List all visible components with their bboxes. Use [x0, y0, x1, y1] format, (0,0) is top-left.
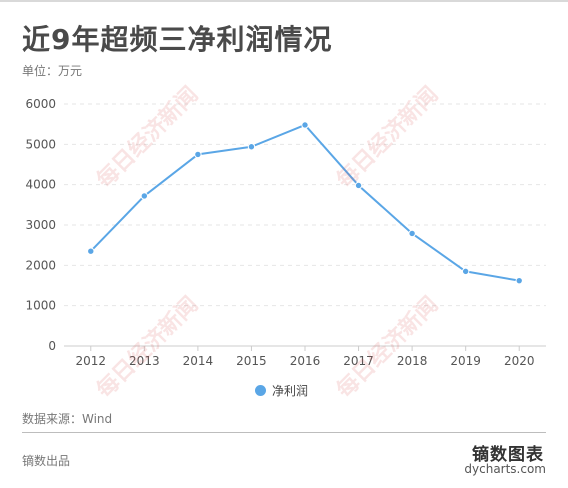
y-tick-label: 6000	[25, 97, 56, 111]
legend-marker	[255, 385, 266, 396]
x-tick-label: 2013	[129, 354, 160, 368]
chart-title: 近9年超频三净利润情况	[22, 23, 333, 56]
x-tick-label: 2014	[183, 354, 214, 368]
data-point	[247, 143, 256, 151]
data-point	[194, 150, 202, 159]
x-tick-label: 2017	[343, 354, 374, 368]
credit-label: 镝数出品	[22, 454, 71, 468]
data-point	[408, 229, 416, 238]
x-tick-label: 2016	[290, 354, 321, 368]
x-tick-label: 2012	[76, 354, 107, 368]
brand-url: dycharts.com	[464, 462, 546, 476]
y-tick-label: 3000	[25, 218, 56, 232]
brand-logo-text: 镝数图表	[472, 445, 544, 465]
data-point	[87, 247, 95, 255]
series-line	[90, 123, 520, 282]
y-tick-label: 4000	[25, 178, 56, 192]
y-tick-label: 5000	[25, 137, 56, 151]
x-tick-label: 2019	[450, 354, 481, 368]
x-tick-label: 2020	[504, 354, 535, 368]
data-point	[301, 121, 309, 129]
x-tick-label: 2015	[236, 354, 267, 368]
line-chart: 0 1000 2000 3000 4000 5000 6000 2012 2013 2014 201…	[25, 97, 546, 368]
data-point	[354, 181, 363, 190]
y-tick-label: 2000	[25, 258, 56, 272]
legend[interactable]: 净利润	[255, 382, 308, 399]
top-rule	[0, 0, 568, 2]
data-point	[140, 192, 149, 200]
source-label: 数据来源：Wind	[22, 412, 113, 426]
legend-label: 净利润	[272, 384, 309, 398]
data-point	[461, 267, 470, 276]
unit-label: 单位：万元	[22, 64, 83, 78]
x-tick-label: 2018	[397, 354, 428, 368]
y-tick-label: 0	[48, 339, 56, 353]
footer-divider	[22, 432, 546, 433]
y-tick-label: 1000	[25, 299, 56, 313]
data-point	[515, 276, 523, 285]
